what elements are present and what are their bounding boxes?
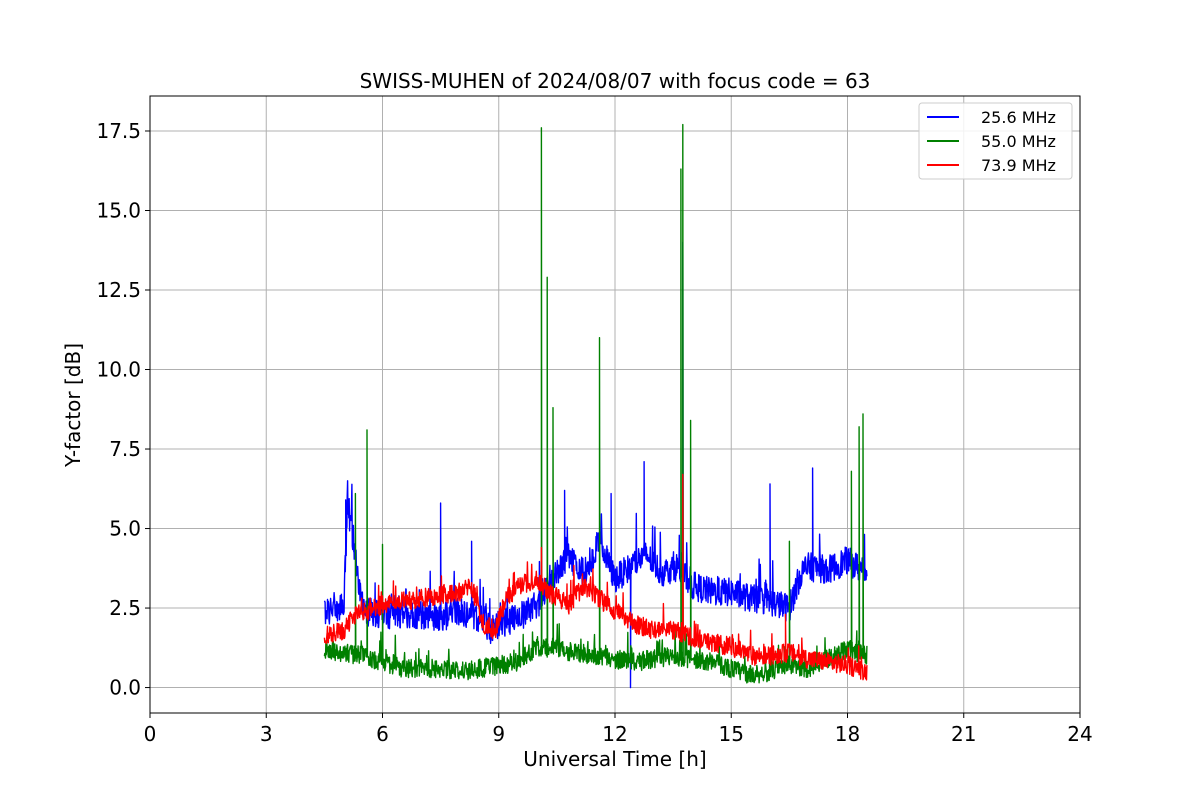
series-plot-area	[323, 123, 868, 689]
x-tick-label: 21	[951, 722, 976, 746]
series-line-1	[323, 241, 868, 689]
y-axis-label: Y-factor [dB]	[61, 343, 85, 468]
x-tick-label: 12	[602, 722, 627, 746]
axis-ticks: 0 3 6 9 12 15 18 21 24 0.0 2.5 5.0 7.5 10.0 12.5 15.0 17…	[96, 119, 1092, 746]
x-tick-label: 9	[492, 722, 505, 746]
y-tick-label: 5.0	[109, 517, 141, 541]
y-tick-label: 15.0	[96, 198, 141, 222]
x-tick-label: 3	[260, 722, 273, 746]
x-tick-label: 24	[1067, 722, 1092, 746]
series-line-3	[323, 473, 868, 681]
y-tick-label: 12.5	[96, 278, 141, 302]
x-tick-label: 18	[835, 722, 860, 746]
x-tick-label: 15	[719, 722, 744, 746]
legend-label: 73.9 MHz	[981, 156, 1056, 175]
y-tick-label: 7.5	[109, 437, 141, 461]
grid	[149, 96, 1081, 713]
legend: 25.6 MHz 55.0 MHz 73.9 MHz	[918, 102, 1073, 180]
y-tick-label: 10.0	[96, 358, 141, 382]
legend-label: 25.6 MHz	[981, 108, 1056, 127]
x-tick-label: 6	[376, 722, 389, 746]
chart-title: SWISS-MUHEN of 2024/08/07 with focus cod…	[360, 69, 871, 93]
y-tick-label: 17.5	[96, 119, 141, 143]
y-tick-label: 0.0	[109, 676, 141, 700]
x-axis-label: Universal Time [h]	[523, 747, 706, 771]
legend-label: 55.0 MHz	[981, 132, 1056, 151]
y-tick-label: 2.5	[109, 596, 141, 620]
legend-box	[918, 102, 1073, 180]
x-tick-label: 0	[144, 722, 157, 746]
